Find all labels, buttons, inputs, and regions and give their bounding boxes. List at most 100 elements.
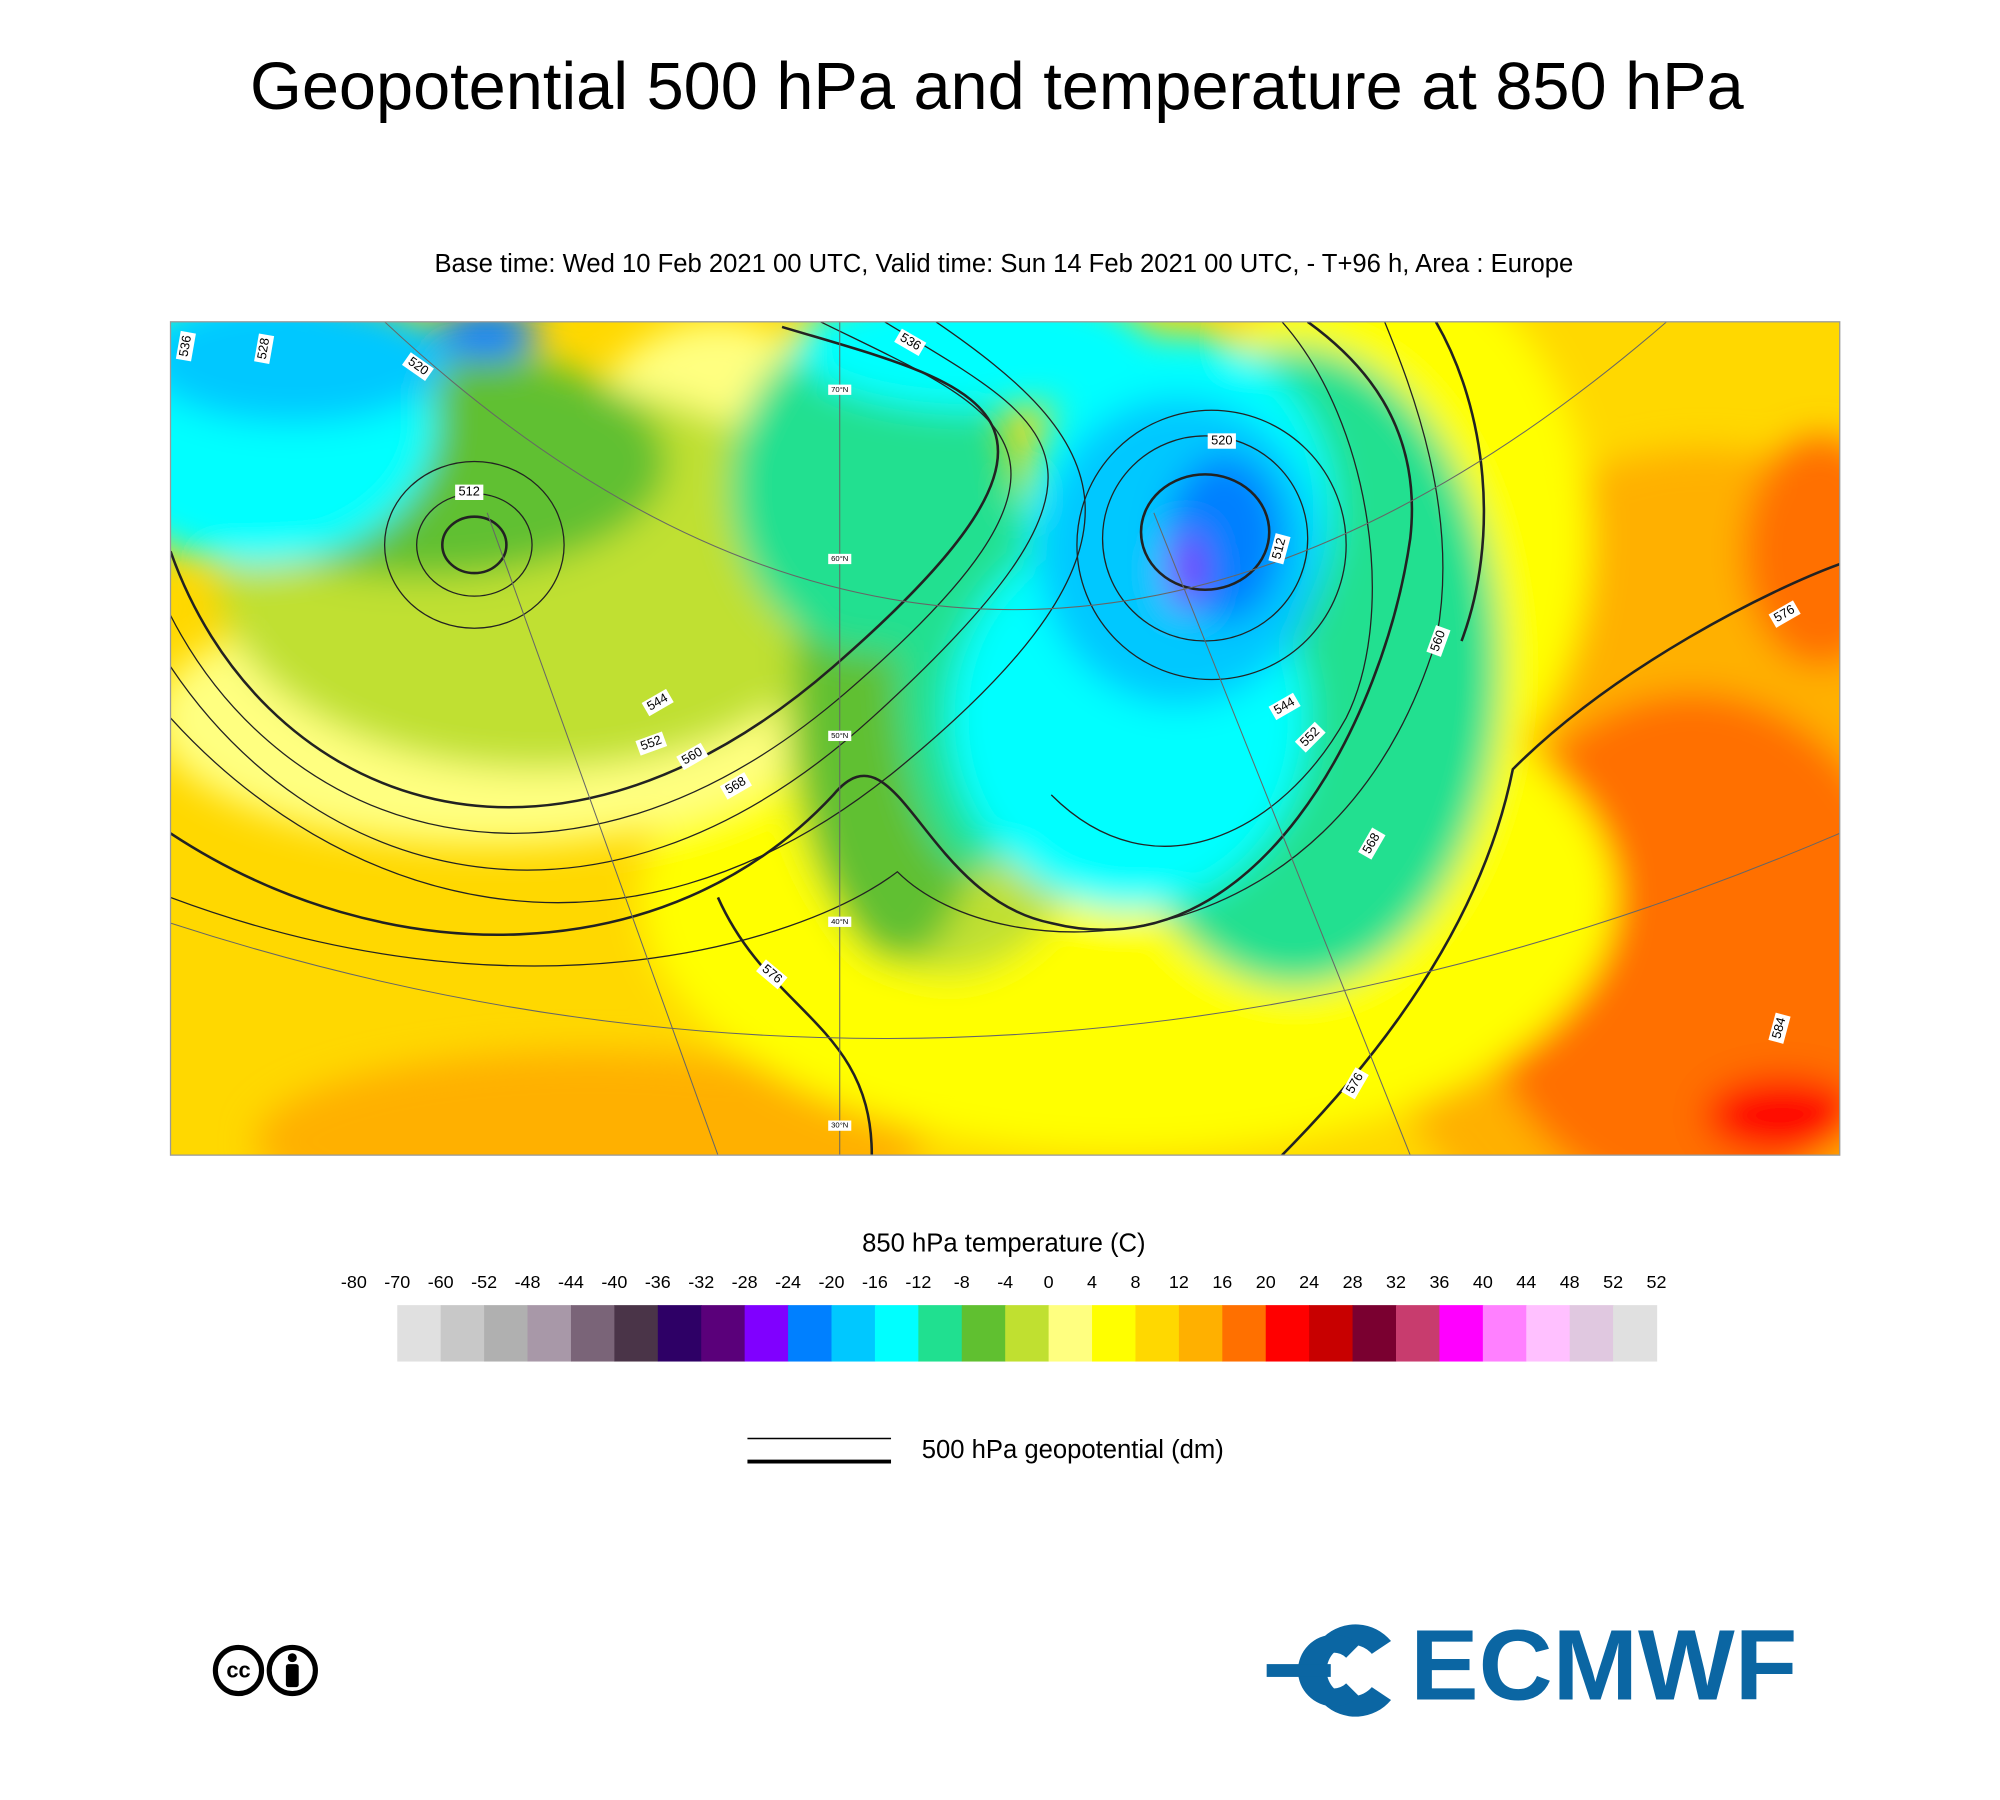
colorbar-label: -12 (905, 1272, 931, 1292)
colorbar-label: 20 (1256, 1272, 1276, 1292)
colorbar-swatch (918, 1305, 963, 1362)
colorbar-label: -16 (862, 1272, 888, 1292)
colorbar-swatch (1396, 1305, 1441, 1362)
colorbar-swatch (744, 1305, 789, 1362)
colorbar-label: 24 (1299, 1272, 1319, 1292)
colorbar-label: -70 (384, 1272, 410, 1292)
contour-label-bg (1268, 533, 1291, 565)
colorbar-swatch (874, 1305, 919, 1362)
contour-label-bg (1768, 1012, 1791, 1044)
colorbar-label: 4 (1087, 1272, 1097, 1292)
contour-label-bg (756, 959, 788, 990)
contour-label-bg (455, 484, 484, 500)
colorbar-swatch (657, 1305, 702, 1362)
colorbar-swatch (1613, 1305, 1658, 1362)
colorbar-swatch (1309, 1305, 1354, 1362)
colorbar-swatch (831, 1305, 876, 1362)
colorbar-label: -24 (775, 1272, 801, 1292)
colorbar-swatch (1048, 1305, 1093, 1362)
cc-text: cc (226, 1658, 250, 1683)
colorbar-label: 16 (1212, 1272, 1232, 1292)
colorbar-label: -48 (515, 1272, 541, 1292)
contour-label-bg (719, 772, 752, 800)
colorbar-swatch (1569, 1305, 1614, 1362)
legend-label: 500 hPa geopotential (dm) (922, 1436, 1224, 1464)
colorbar-label: -60 (428, 1272, 454, 1292)
latitude-label: 30°N (831, 1121, 848, 1130)
contour-label-bg (1768, 600, 1801, 628)
colorbar-swatch (440, 1305, 485, 1362)
colorbar-label: -80 (341, 1272, 367, 1292)
colorbar-swatch (1439, 1305, 1484, 1362)
contour-label-bg (635, 731, 668, 756)
map: 536 5285205125445525605685765365205125445… (170, 321, 1840, 1156)
contour-label-bg (1294, 721, 1326, 753)
colorbar-swatch (1178, 1305, 1223, 1362)
colorbar-label: -36 (645, 1272, 671, 1292)
temperature-field (170, 321, 1840, 1156)
contour-label-bg (254, 333, 275, 364)
title-box: Geopotential 500 hPa and temperature at … (250, 50, 1744, 125)
contour-label: 512 (459, 484, 480, 499)
colorbar-swatch (484, 1305, 529, 1362)
subtitle: Base time: Wed 10 Feb 2021 00 UTC, Valid… (434, 250, 1573, 278)
contour-label-bg (1207, 433, 1236, 449)
ecmwf-logo: ECMWF (1266, 1609, 1797, 1721)
contour-label-bg (1268, 692, 1301, 721)
colorbar-swatch (961, 1305, 1006, 1362)
colorbar-label: 8 (1130, 1272, 1140, 1292)
colorbar-label: 0 (1044, 1272, 1054, 1292)
latitude-label-bg (828, 1120, 852, 1131)
contour-label: 520 (1211, 432, 1232, 447)
colorbar-swatch (701, 1305, 746, 1362)
colorbar-swatch (1005, 1305, 1050, 1362)
map-frame (169, 321, 1841, 1156)
colorbar-swatch (1092, 1305, 1137, 1362)
colorbar-label: 52 (1603, 1272, 1623, 1292)
colorbar-swatch (788, 1305, 833, 1362)
contour-label-bg (1358, 827, 1386, 860)
colorbar-swatch (1482, 1305, 1527, 1362)
colorbar-label: 32 (1386, 1272, 1406, 1292)
contour-label: 552 (638, 732, 663, 753)
colorbar-label: 40 (1473, 1272, 1493, 1292)
latitude-label-bg (828, 553, 852, 565)
colorbar: -80 -70 -60 -52 -48 -44 -40 -36 -32 -28 -24 -20 -16-… (341, 1272, 1667, 1362)
chart-title: Geopotential 500 hPa and temperature at … (250, 50, 1744, 125)
colorbar-label: -28 (732, 1272, 758, 1292)
latitude-label: 40°N (831, 917, 848, 926)
contour-label-bg (1426, 625, 1451, 657)
colorbar-label: -52 (471, 1272, 497, 1292)
colorbar-label: -8 (954, 1272, 970, 1292)
colorbar-label: -44 (558, 1272, 584, 1292)
contour-label: 560 (1427, 628, 1448, 653)
colorbar-swatch (570, 1305, 616, 1362)
colorbar-label: 48 (1560, 1272, 1580, 1292)
latitude-label: 70°N (831, 385, 848, 394)
contour-label: 536 (176, 334, 194, 358)
graticule (170, 321, 1840, 1156)
colorbar-label: 44 (1516, 1272, 1536, 1292)
contour-label: 528 (254, 337, 272, 361)
contour-label-bg (175, 330, 196, 362)
colorbar-swatch (1265, 1305, 1310, 1362)
colorbar-label: -40 (601, 1272, 627, 1292)
colorbar-label: 52 (1647, 1272, 1667, 1292)
colorbar-swatch (1526, 1305, 1571, 1362)
latitude-label: 60°N (831, 554, 848, 563)
colorbar-label: -32 (688, 1272, 714, 1292)
geopotential-contours (170, 321, 1840, 1156)
colorbar-swatch (527, 1305, 572, 1362)
contour-label-bg (676, 742, 709, 771)
latitude-label: 50°N (831, 731, 848, 740)
colorbar-label: 28 (1343, 1272, 1363, 1292)
contour-label-bg (641, 688, 674, 717)
colorbar-swatch (1352, 1305, 1397, 1362)
contour-label-bg (1341, 1067, 1369, 1100)
colorbar-swatch (614, 1305, 659, 1362)
colorbar-swatch (397, 1305, 442, 1362)
colorbar-label: -20 (819, 1272, 845, 1292)
colorbar-label: -4 (997, 1272, 1013, 1292)
colorbar-title: 850 hPa temperature (C) (862, 1230, 1145, 1258)
